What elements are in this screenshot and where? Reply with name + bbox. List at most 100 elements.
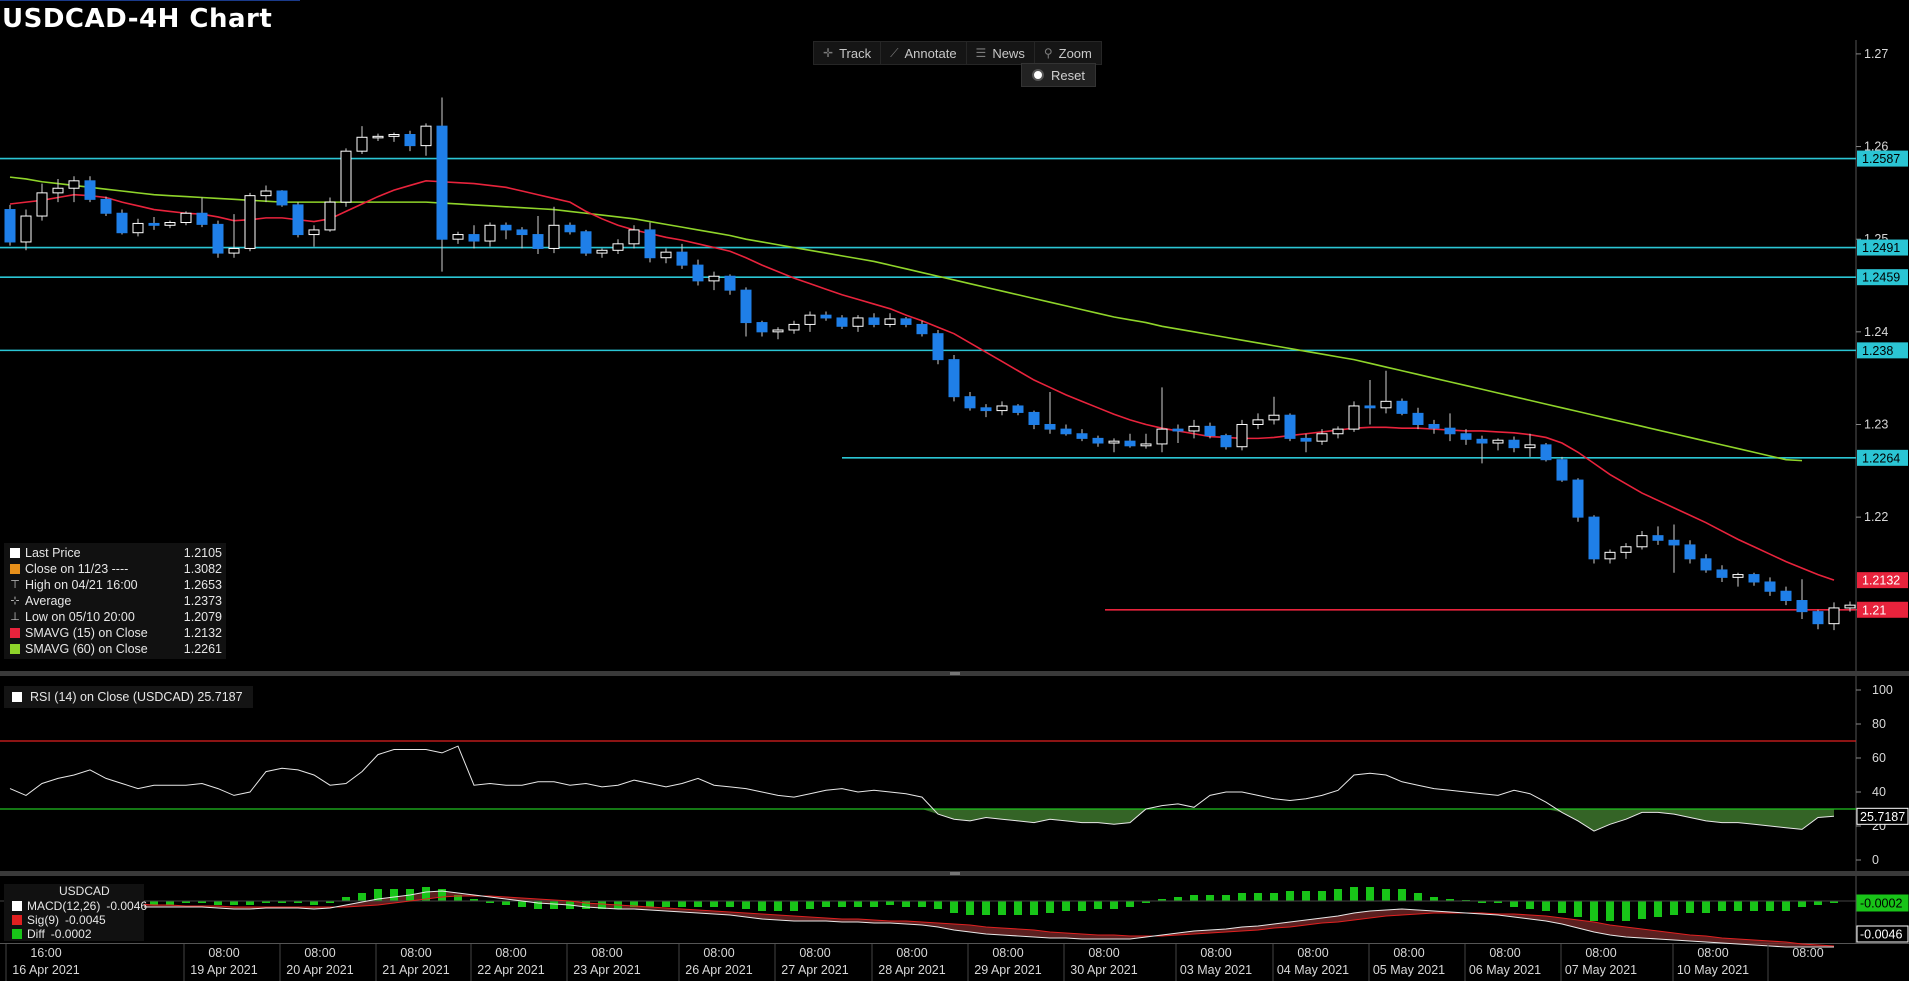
candle-up bbox=[852, 317, 864, 327]
macd-histogram-bar bbox=[1206, 895, 1214, 901]
time-tick-label: 08:00 bbox=[1792, 946, 1823, 960]
time-tick-label: 08:00 bbox=[1489, 946, 1520, 960]
candle-down bbox=[1444, 427, 1456, 435]
macd-histogram-bar bbox=[806, 901, 814, 909]
candle-up bbox=[180, 212, 192, 224]
date-tick-label: 22 Apr 2021 bbox=[477, 963, 544, 977]
candle-up bbox=[164, 222, 176, 226]
time-tick-label: 08:00 bbox=[896, 946, 927, 960]
candle-up bbox=[1268, 414, 1280, 421]
macd-legend-label: Sig(9) bbox=[27, 913, 60, 927]
candle-down bbox=[1284, 414, 1296, 439]
macd-histogram-bar bbox=[1798, 901, 1806, 907]
annotate-button[interactable]: ⟋ Annotate bbox=[881, 42, 967, 64]
level-tag-label: 1.21 bbox=[1862, 603, 1886, 617]
legend-row: SMAVG (15) on Close 1.2132 bbox=[4, 625, 226, 641]
macd-histogram-bar bbox=[230, 901, 238, 905]
time-tick-label: 08:00 bbox=[1297, 946, 1328, 960]
candle-down bbox=[564, 224, 576, 233]
zoom-button[interactable]: ⚲ Zoom bbox=[1035, 42, 1101, 64]
candle-up bbox=[1492, 439, 1504, 444]
time-tick-label: 08:00 bbox=[1200, 946, 1231, 960]
candle-up bbox=[1156, 428, 1168, 445]
candle-up bbox=[1188, 425, 1200, 432]
macd-histogram-bar bbox=[1014, 901, 1022, 915]
candle-up bbox=[1844, 604, 1856, 609]
macd-histogram-bar bbox=[710, 901, 718, 907]
candle-down bbox=[500, 224, 512, 231]
macd-histogram-bar bbox=[1350, 887, 1358, 901]
date-tick-label: 29 Apr 2021 bbox=[974, 963, 1041, 977]
macd-histogram-bar bbox=[550, 901, 558, 909]
candle-up bbox=[1604, 551, 1616, 560]
macd-histogram-bar bbox=[630, 901, 638, 907]
candle-up bbox=[228, 247, 240, 254]
candle-down bbox=[1396, 400, 1408, 414]
candle-up bbox=[52, 187, 64, 194]
candle-up bbox=[452, 234, 464, 240]
value-tag-label: 1.2132 bbox=[1862, 574, 1900, 588]
candle-up bbox=[36, 192, 48, 217]
price-tick-label: 1.23 bbox=[1864, 417, 1888, 431]
candle-down bbox=[1508, 439, 1520, 449]
macd-legend-value: -0.0002 bbox=[50, 927, 92, 941]
macd-histogram-bar bbox=[1638, 901, 1646, 919]
macd-legend-label: Diff bbox=[27, 927, 45, 941]
candle-down bbox=[1172, 428, 1184, 432]
macd-histogram-bar bbox=[150, 901, 158, 905]
candle-down bbox=[1364, 405, 1376, 409]
macd-histogram-bar bbox=[1094, 901, 1102, 909]
macd-histogram-bar bbox=[1222, 895, 1230, 901]
date-tick-label: 21 Apr 2021 bbox=[382, 963, 449, 977]
time-tick-label: 08:00 bbox=[992, 946, 1023, 960]
macd-histogram-bar bbox=[486, 901, 494, 903]
candle-up bbox=[996, 405, 1008, 412]
macd-histogram-bar bbox=[1750, 901, 1758, 911]
legend-label: High on 04/21 16:00 bbox=[25, 578, 138, 592]
date-tick-label: 05 May 2021 bbox=[1373, 963, 1445, 977]
candle-down bbox=[1460, 433, 1472, 440]
candle-down bbox=[692, 264, 704, 282]
macd-legend-swatch bbox=[12, 929, 22, 939]
candle-down bbox=[916, 323, 928, 335]
macd-histogram-bar bbox=[854, 901, 862, 907]
date-tick-label: 07 May 2021 bbox=[1565, 963, 1637, 977]
macd-histogram-bar bbox=[1158, 899, 1166, 901]
candle-down bbox=[1412, 412, 1424, 425]
macd-histogram-bar bbox=[870, 901, 878, 907]
macd-legend-swatch bbox=[12, 901, 22, 911]
macd-histogram-bar bbox=[454, 895, 462, 901]
time-tick-label: 08:00 bbox=[304, 946, 335, 960]
candle-down bbox=[276, 190, 288, 206]
macd-histogram-bar bbox=[598, 901, 606, 909]
candle-down bbox=[756, 322, 768, 333]
candle-down bbox=[676, 251, 688, 266]
time-tick-label: 08:00 bbox=[703, 946, 734, 960]
macd-histogram-bar bbox=[1622, 901, 1630, 921]
candle-down bbox=[1204, 425, 1216, 437]
macd-histogram-bar bbox=[934, 901, 942, 909]
level-tag bbox=[1857, 239, 1908, 256]
legend-value: 1.2653 bbox=[183, 578, 222, 592]
news-button[interactable]: ☰ News bbox=[967, 42, 1035, 64]
time-tick-label: 08:00 bbox=[799, 946, 830, 960]
low-marker-icon: ⊥ bbox=[10, 611, 20, 623]
candle-up bbox=[804, 314, 816, 325]
reset-button[interactable]: Reset bbox=[1021, 63, 1096, 87]
candle-up bbox=[260, 190, 272, 197]
candle-up bbox=[1108, 440, 1120, 444]
legend-label: SMAVG (15) on Close bbox=[25, 626, 148, 640]
track-button[interactable]: ✛ Track bbox=[814, 42, 882, 64]
candle-down bbox=[964, 396, 976, 409]
candle-up bbox=[1252, 419, 1264, 425]
pencil-icon: ⟋ bbox=[890, 45, 899, 60]
candle-down bbox=[1748, 574, 1760, 583]
macd-histogram-bar bbox=[1670, 901, 1678, 915]
rsi-tick-label: 60 bbox=[1872, 751, 1886, 765]
level-tag-label: 1.2459 bbox=[1862, 271, 1900, 285]
macd-histogram-bar bbox=[1174, 897, 1182, 901]
date-tick-label: 04 May 2021 bbox=[1277, 963, 1349, 977]
candle-up bbox=[548, 224, 560, 249]
candle-down bbox=[212, 223, 224, 254]
